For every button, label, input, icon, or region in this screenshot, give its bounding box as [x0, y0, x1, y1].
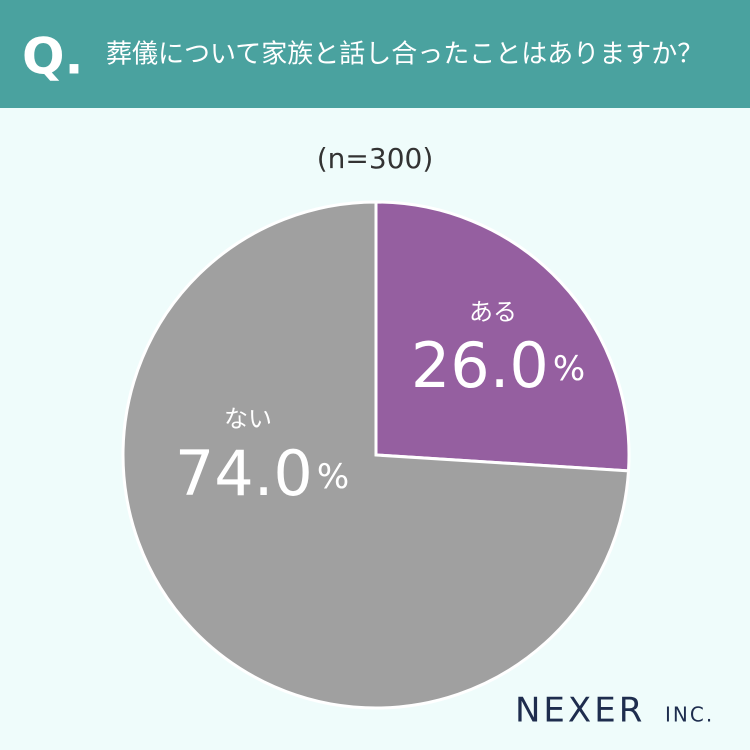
- slice-label: ある: [469, 298, 517, 326]
- logo-suffix: INC.: [665, 703, 714, 727]
- pie-slice: [121, 200, 631, 710]
- value-number: 74.0: [175, 437, 313, 510]
- value-unit: %: [317, 457, 349, 497]
- chart-title: 葬儀について家族と話し合ったことはありますか？: [106, 40, 703, 70]
- value-number: 26.0: [411, 329, 549, 402]
- chart-subtitle: (n=300): [317, 142, 434, 175]
- header: [0, 0, 750, 108]
- pie-slice: [374, 200, 631, 473]
- value-label: 26.0%: [411, 329, 585, 402]
- logo: NEXER: [515, 691, 645, 731]
- value-unit: %: [553, 349, 585, 389]
- slice-label: ない: [224, 405, 272, 433]
- pie: ある 26.0 % ない 74.0%: [121, 200, 631, 710]
- question-mark: Q.: [22, 28, 84, 86]
- value-label: 74.0%: [175, 437, 349, 510]
